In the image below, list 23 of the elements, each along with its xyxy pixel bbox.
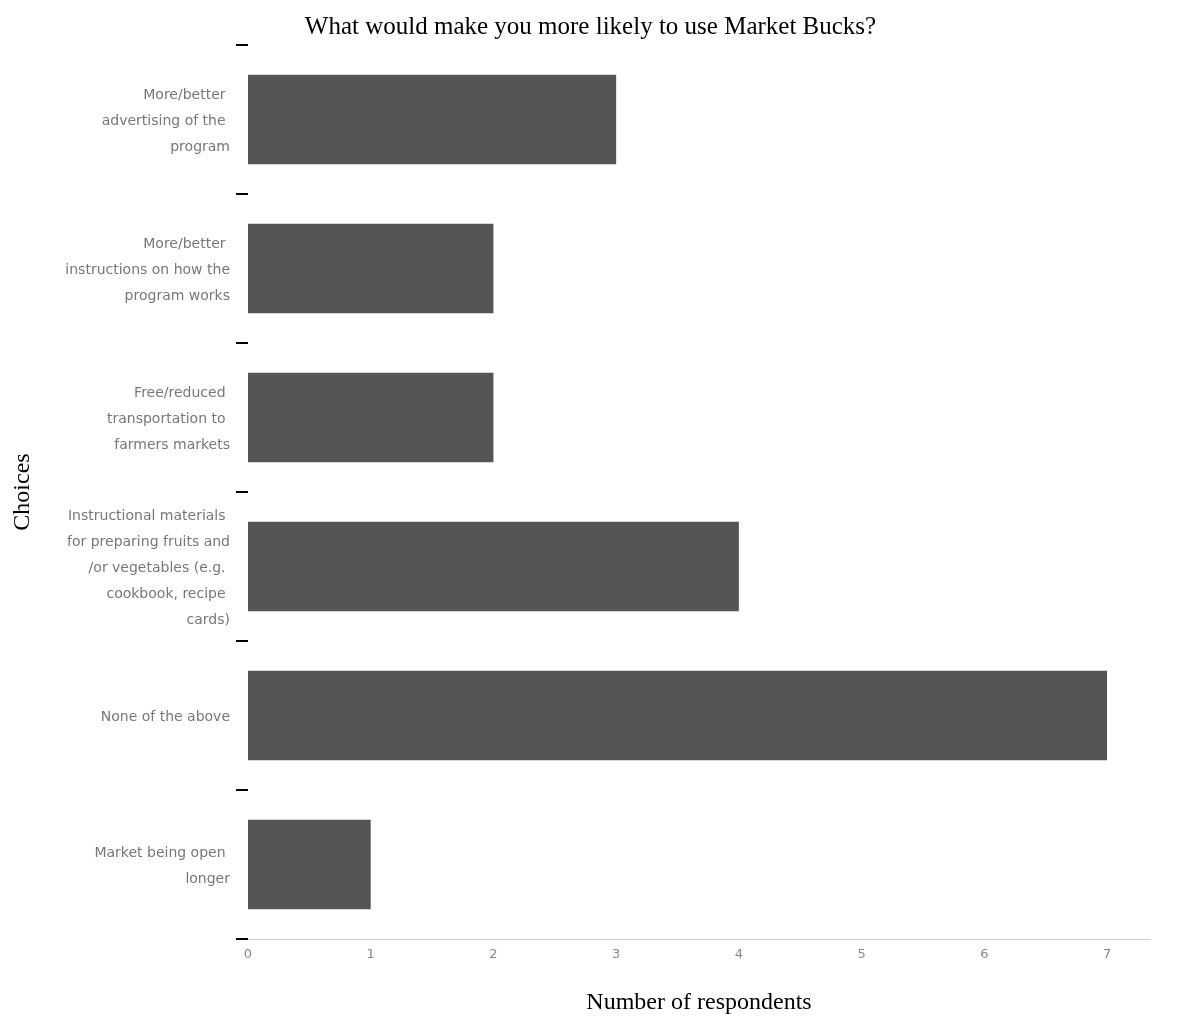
y-tick-label: More/better advertising of the program (101, 85, 230, 154)
x-tick-label: 7 (1102, 946, 1112, 961)
x-tick-label: 3 (612, 946, 621, 961)
bar (248, 372, 494, 463)
x-tick-label: 5 (857, 946, 866, 961)
x-tick-label: 2 (489, 946, 498, 961)
bar (248, 223, 494, 314)
y-tick-label: Market being open longer (94, 843, 231, 886)
y-axis-title: Choices (8, 453, 34, 531)
bar (248, 521, 739, 612)
y-tick-label: None of the above (100, 707, 230, 724)
bar (248, 74, 617, 165)
x-tick-label: 6 (980, 946, 989, 961)
y-tick-label: More/better instructions on how the program works (65, 234, 230, 303)
x-tick-label: 0 (243, 946, 253, 961)
chart-title: What would make you more likely to use Market Bucks? (304, 12, 877, 39)
y-tick-label: Free/reduced transportation to farmers markets (106, 383, 230, 452)
x-tick-label: 1 (366, 946, 375, 961)
y-tick-label: Instructional materials for preparing fruits and/or vegetables (e.g. cookbook, recipe cards) (67, 506, 230, 627)
bar (248, 670, 1108, 761)
x-axis-title: Number of respondents (586, 988, 812, 1014)
bar (248, 819, 371, 910)
x-tick-label: 4 (734, 946, 744, 961)
